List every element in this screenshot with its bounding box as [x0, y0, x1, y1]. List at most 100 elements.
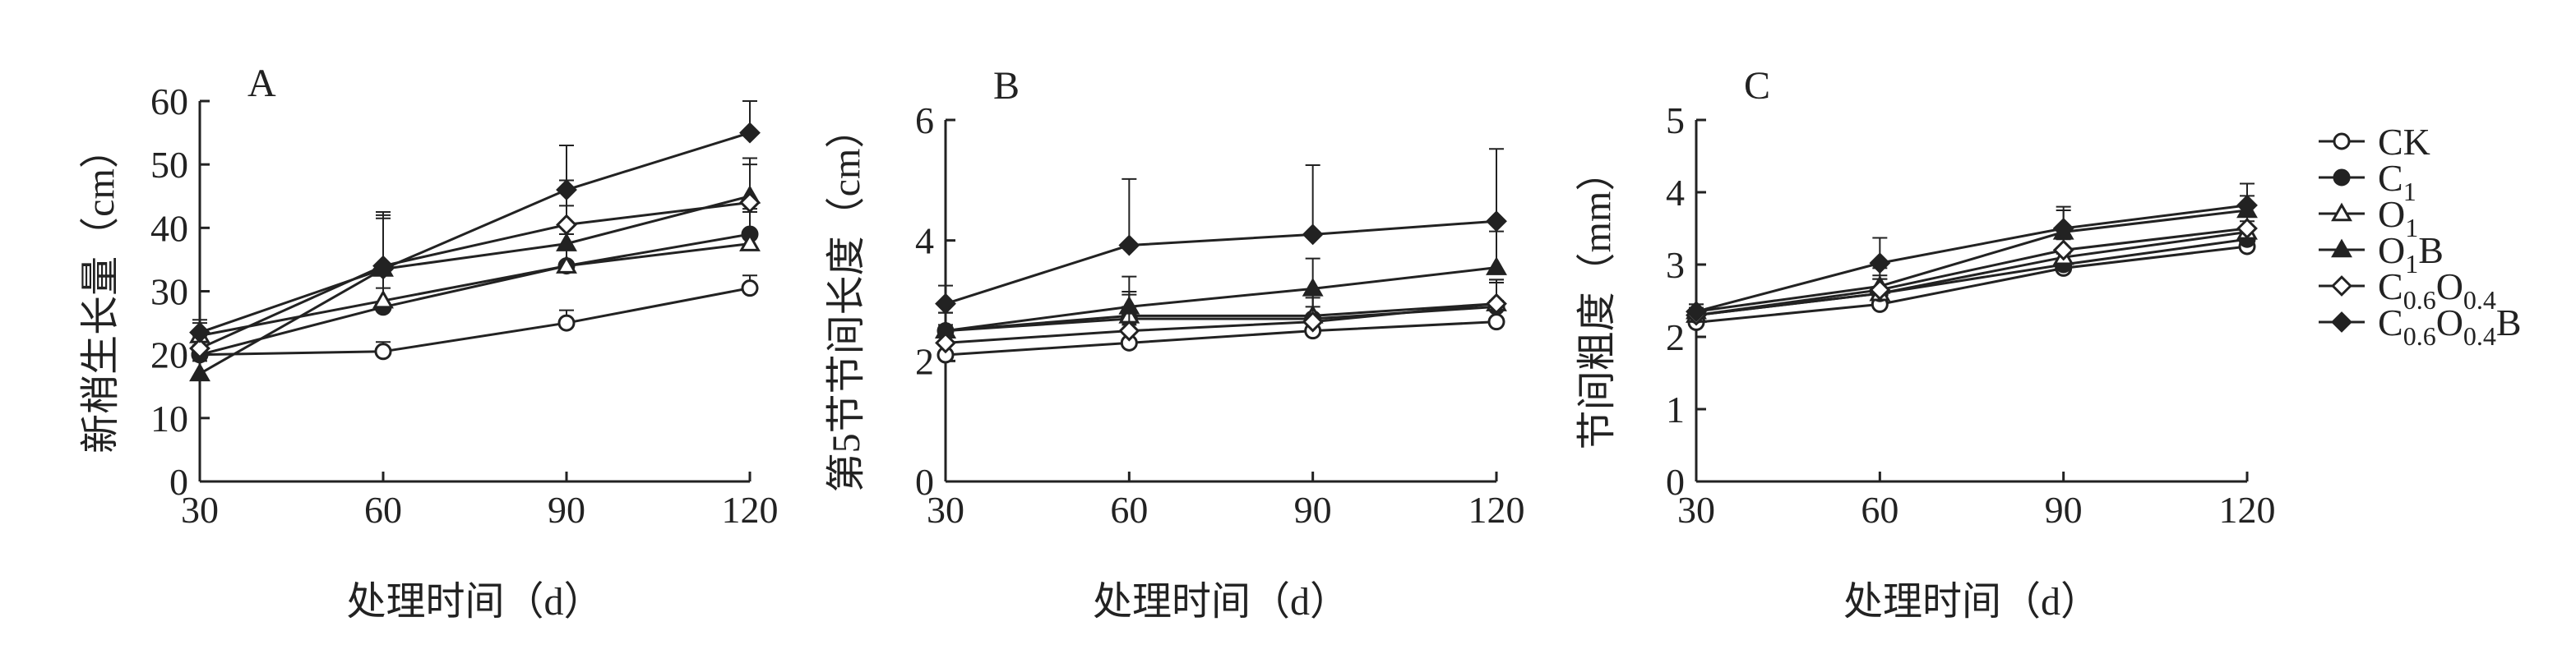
legend-text-part: CK [2378, 121, 2430, 163]
legend-label: C0.6O0.4B [2378, 302, 2522, 351]
legend-text-part: C [2378, 302, 2403, 343]
x-axis-title: 处理时间（d） [1843, 580, 2100, 624]
legend-item: C1 [2319, 157, 2416, 206]
data-point [189, 321, 210, 343]
x-tick-label: 60 [1861, 489, 1898, 531]
series-line [199, 195, 751, 375]
x-tick-label: 120 [1468, 489, 1525, 531]
data-point [372, 258, 394, 280]
series-0 [1687, 237, 2256, 331]
data-point [556, 179, 577, 200]
series-1 [191, 208, 759, 364]
y-axis-title: 新梢生长量（cm） [79, 129, 123, 454]
data-point [2236, 218, 2258, 239]
data-point [1302, 223, 1324, 246]
legend-item: C0.6O0.4B [2319, 302, 2522, 351]
legend-marker [2331, 275, 2352, 297]
data-point [556, 214, 577, 236]
x-tick-label: 30 [181, 489, 219, 531]
chart-panel-b: 0 2 4 6 30 60 90 120 B 处理时间（d） 第5节节间长度（cm） [825, 64, 1525, 624]
series-line [1695, 204, 2248, 313]
x-tick-label: 30 [927, 489, 964, 531]
legend-subscript: 0.6 [2403, 321, 2436, 351]
y-axis-title: 节间粗度（mm） [1575, 152, 1619, 450]
x-tick-label: 90 [548, 489, 585, 531]
series-4 [1686, 213, 2258, 326]
legend-subscript: 0.6 [2403, 285, 2436, 315]
series-line [199, 287, 751, 357]
series-line [199, 131, 751, 334]
panel-letter: A [247, 62, 276, 105]
x-tick-label: 60 [1110, 489, 1148, 531]
y-tick-label: 6 [915, 99, 934, 141]
panel-letter: C [1744, 64, 1770, 108]
series-line [945, 266, 1497, 333]
data-point [1869, 279, 1891, 301]
y-tick-label: 3 [1666, 244, 1685, 286]
series-line [945, 320, 1497, 357]
data-point [935, 292, 956, 315]
x-tick-label: 60 [364, 489, 402, 531]
legend-label: C1 [2378, 157, 2416, 206]
data-point [1302, 277, 1324, 297]
y-tick-label: 4 [915, 220, 934, 262]
legend-text-part: O [2436, 302, 2463, 343]
legend-text-part: O [2378, 193, 2405, 235]
legend-marker [2333, 168, 2351, 187]
x-axis-title: 处理时间（d） [346, 580, 603, 624]
data-point [739, 122, 761, 144]
series-3 [189, 157, 761, 382]
series-5 [935, 148, 1507, 315]
x-tick-label: 30 [1677, 489, 1715, 531]
series-4 [189, 164, 761, 359]
data-point [189, 362, 210, 382]
series-2 [935, 279, 1507, 339]
y-tick-label: 30 [150, 271, 188, 313]
data-point [372, 289, 394, 309]
y-tick-label: 0 [169, 461, 188, 503]
series-line [1695, 209, 2248, 313]
y-tick-label: 2 [915, 340, 934, 382]
legend-subscript: 1 [2405, 213, 2418, 242]
series-line [1695, 245, 2248, 324]
legend-text-part: O [2378, 229, 2405, 271]
data-point [1302, 311, 1324, 333]
legend-marker [2331, 202, 2352, 222]
legend-item: C0.6O0.4 [2319, 265, 2496, 315]
y-tick-label: 0 [1666, 461, 1685, 503]
data-point [1118, 320, 1140, 342]
x-tick-label: 120 [722, 489, 779, 531]
data-point [1486, 292, 1507, 315]
series-line [1695, 227, 2248, 317]
legend-label: O1B [2378, 229, 2444, 279]
y-tick-label: 10 [150, 398, 188, 440]
data-point [1118, 234, 1140, 256]
y-tick-label: 1 [1666, 389, 1685, 431]
series-2 [189, 211, 761, 343]
data-point [739, 191, 761, 214]
series-line [945, 219, 1497, 306]
y-tick-label: 20 [150, 334, 188, 376]
legend-text-part: C [2378, 157, 2403, 199]
legend-subscript: 0.4 [2463, 285, 2496, 315]
legend-item: O1 [2319, 193, 2418, 242]
data-point [2052, 218, 2074, 239]
legend-marker [2331, 311, 2352, 333]
y-tick-label: 40 [150, 207, 188, 249]
series-0 [191, 274, 759, 364]
series-4 [935, 279, 1507, 354]
legend-text-part: B [2496, 302, 2522, 343]
legend-item: O1B [2319, 229, 2444, 279]
data-point [2236, 194, 2258, 216]
series-3 [935, 230, 1507, 339]
legend-label: C0.6O0.4 [2378, 265, 2496, 315]
data-point [374, 343, 392, 361]
y-tick-label: 0 [915, 461, 934, 503]
legend-label: CK [2378, 121, 2430, 163]
legend-text-part: C [2378, 265, 2403, 307]
x-tick-label: 90 [2045, 489, 2083, 531]
data-point [189, 338, 210, 359]
chart-panel-a: 0 10 20 30 40 50 60 30 60 90 120 A 处理时间（d） 新梢生长量（cm） [79, 62, 779, 624]
